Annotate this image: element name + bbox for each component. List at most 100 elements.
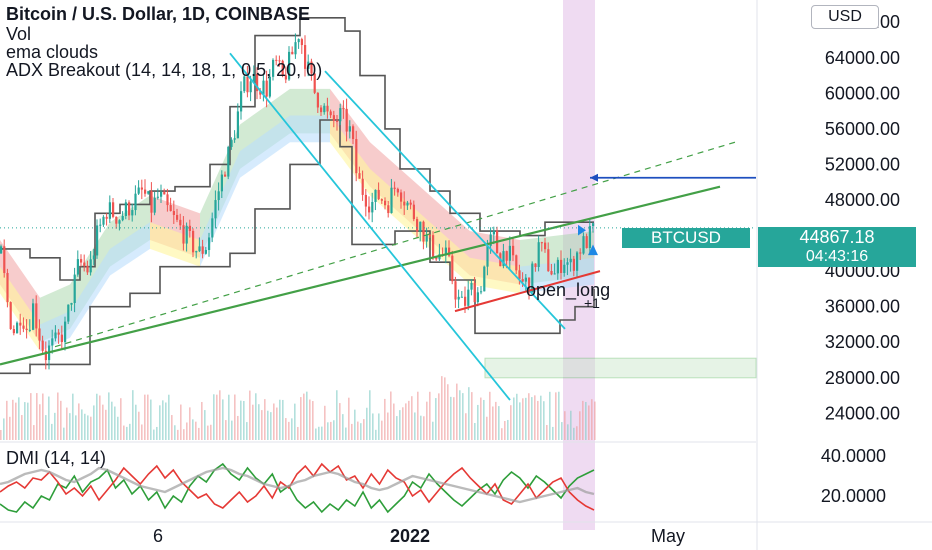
candle-body	[368, 206, 371, 213]
adx-breakout-channel	[0, 16, 595, 375]
candle-body	[140, 187, 143, 190]
candle-body	[96, 225, 99, 256]
volume-bar	[231, 420, 233, 440]
volume-bar	[33, 425, 35, 440]
volume-bar	[174, 425, 176, 440]
candle-body	[259, 91, 262, 95]
volume-bar	[402, 407, 404, 440]
volume-bar	[288, 421, 290, 440]
volume-bar	[135, 404, 137, 440]
candle-body	[172, 211, 175, 215]
volume-bar	[357, 421, 359, 440]
volume-bar	[534, 395, 536, 440]
volume-bar	[558, 391, 560, 440]
ema-cloud-segment	[240, 115, 290, 178]
candle-body	[582, 236, 585, 254]
volume-bar	[90, 416, 92, 440]
volume-bar	[591, 399, 593, 440]
y-tick-label: 52000.00	[825, 154, 900, 174]
candle-body	[576, 252, 579, 271]
volume-bar	[243, 400, 245, 440]
candle-body	[6, 272, 9, 303]
candle-body	[185, 225, 188, 244]
candle-body	[137, 187, 140, 194]
volume-bar	[87, 415, 89, 440]
volume-bar	[336, 390, 338, 440]
candle-body	[425, 234, 428, 242]
ema-cloud-segment	[370, 168, 420, 240]
candle-body	[521, 279, 524, 282]
last-price-label: 44867.18	[758, 227, 916, 247]
currency-button[interactable]: USD	[811, 5, 879, 29]
volume-bar	[285, 418, 287, 440]
volume-bar	[240, 400, 242, 440]
volume-bar	[279, 399, 281, 440]
volume-bar	[300, 397, 302, 440]
candle-body	[51, 338, 54, 346]
candle-body	[166, 194, 169, 206]
candle-body	[89, 259, 92, 273]
volume-bar	[405, 403, 407, 440]
candle-body	[588, 226, 591, 249]
candle-body	[451, 255, 454, 282]
volume-bar	[27, 402, 29, 440]
volume-bar	[0, 429, 2, 440]
volume-bar	[522, 398, 524, 440]
candle-body	[550, 271, 553, 275]
volume-bar	[309, 399, 311, 440]
volume-bar	[354, 409, 356, 440]
demand-zone	[484, 357, 757, 379]
candle-body	[592, 223, 595, 227]
candle-body	[566, 262, 569, 265]
trend-lines[interactable]	[0, 52, 756, 401]
candle-body	[553, 273, 556, 275]
volume-bar	[213, 394, 215, 440]
candle-body	[83, 262, 86, 266]
volume-bar	[459, 390, 461, 440]
x-tick-label: 6	[153, 526, 163, 546]
candle-body	[208, 237, 211, 250]
volume-bar	[342, 414, 344, 440]
volume-bar	[114, 406, 116, 440]
volume-bar	[582, 400, 584, 440]
candle-body	[432, 235, 435, 257]
volume-bar	[66, 407, 68, 440]
candle-body	[572, 258, 575, 271]
candle-body	[323, 105, 326, 113]
chart-title: Bitcoin / U.S. Dollar, 1D, COINBASE	[6, 4, 311, 24]
volume-bar	[438, 393, 440, 440]
candle-body	[336, 120, 339, 122]
candle-body	[464, 296, 467, 306]
candle-body	[195, 251, 198, 253]
volume-bar	[189, 407, 191, 440]
candle-body	[108, 202, 111, 219]
volume-bar	[318, 426, 320, 440]
candle-body	[22, 325, 25, 329]
volume-bar	[429, 391, 431, 440]
volume-bar	[129, 423, 131, 440]
candle-body	[73, 274, 76, 304]
volume-bar	[561, 422, 563, 440]
volume-bar	[12, 399, 14, 440]
volume-bar	[588, 405, 590, 440]
candle-body	[310, 61, 313, 74]
volume-bar	[255, 393, 257, 440]
candle-body	[390, 187, 393, 214]
candle-body	[508, 245, 511, 261]
candle-body	[294, 42, 297, 55]
volume-bar	[423, 416, 425, 440]
volume-bar	[570, 410, 572, 440]
x-tick-label: 2022	[390, 526, 430, 546]
volume-bar	[489, 391, 491, 440]
candle-body	[457, 296, 460, 300]
volume-bar	[471, 392, 473, 440]
dmi-pane	[0, 441, 756, 514]
candle-body	[502, 251, 505, 267]
candle-body	[406, 202, 409, 206]
candle-body	[540, 242, 543, 244]
candle-body	[473, 282, 476, 303]
volume-bar	[531, 397, 533, 440]
volume-bar	[369, 390, 371, 440]
volume-bar	[84, 413, 86, 440]
